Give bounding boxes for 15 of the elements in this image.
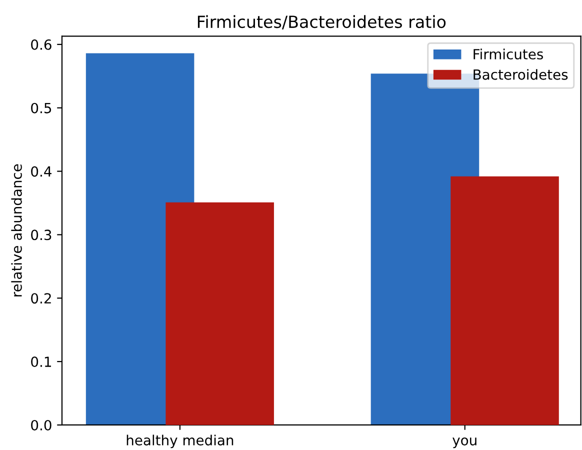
y-tick-label: 0.5 (31, 102, 52, 114)
y-tick-label: 0.3 (31, 230, 52, 240)
y-tick-label: 0.1 (31, 356, 51, 368)
legend-label: Bacteroidetes (474, 69, 568, 80)
bar (166, 202, 274, 425)
y-tick-label: 0.6 (31, 39, 52, 50)
y-tick-label: 0.0 (31, 420, 52, 430)
legend-label: Firmicutes (474, 48, 544, 60)
bar (450, 176, 559, 425)
y-axis-title: relative abundance (11, 164, 22, 296)
chart-title: Firmicutes/Bacteroidetes ratio (198, 15, 446, 30)
y-tick-label: 0.2 (31, 293, 51, 304)
y-tick-label: 0.4 (31, 166, 52, 177)
x-tick-label: healthy median (126, 434, 234, 448)
x-tick-label: you (452, 437, 476, 448)
